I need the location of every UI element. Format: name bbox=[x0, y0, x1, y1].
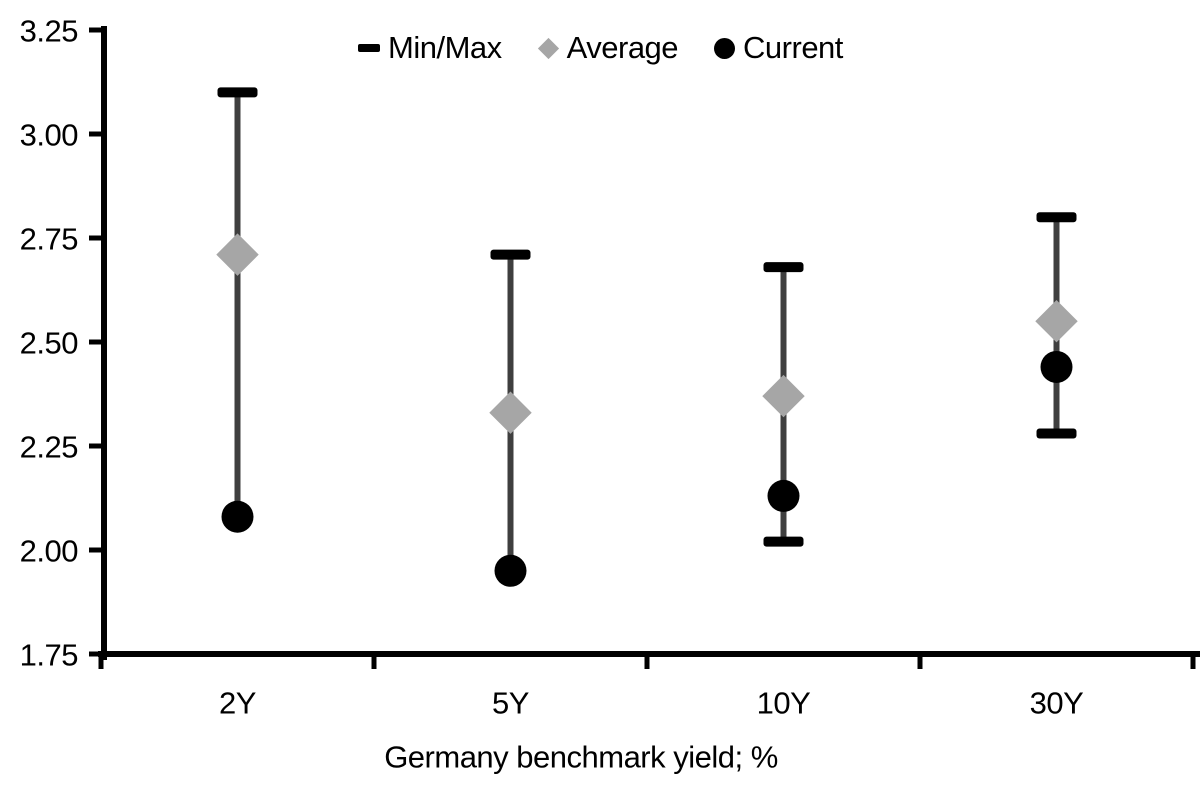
y-axis-tick bbox=[89, 235, 101, 241]
max-cap bbox=[1036, 212, 1077, 223]
legend-label-minmax: Min/Max bbox=[388, 30, 502, 65]
x-category-label: 30Y bbox=[1030, 686, 1084, 721]
y-axis-tick bbox=[89, 443, 101, 449]
x-axis-title: Germany benchmark yield; % bbox=[384, 740, 778, 775]
x-axis-tick bbox=[98, 657, 104, 669]
legend-item-current: Current bbox=[714, 30, 843, 66]
current-dot bbox=[221, 500, 254, 533]
current-dot bbox=[494, 554, 527, 587]
x-category-label: 10Y bbox=[757, 686, 811, 721]
x-axis-tick bbox=[917, 657, 923, 669]
y-tick-label: 2.50 bbox=[20, 326, 79, 361]
y-axis-tick bbox=[89, 339, 101, 345]
y-axis-tick bbox=[89, 547, 101, 553]
x-axis-tick bbox=[371, 657, 377, 669]
x-axis-tick bbox=[1190, 657, 1196, 669]
max-cap bbox=[763, 262, 804, 273]
legend-label-current: Current bbox=[743, 30, 843, 65]
min-cap bbox=[1036, 428, 1077, 439]
legend-label-average: Average bbox=[566, 30, 679, 65]
y-axis-tick bbox=[89, 651, 101, 657]
legend-item-minmax: Min/Max bbox=[358, 30, 502, 66]
min-cap bbox=[763, 536, 804, 547]
y-tick-label: 3.25 bbox=[20, 14, 78, 49]
max-cap bbox=[490, 249, 531, 260]
average-diamond bbox=[1035, 299, 1078, 343]
y-axis-tick bbox=[89, 27, 101, 33]
y-tick-label: 1.75 bbox=[20, 638, 78, 673]
y-tick-label: 2.75 bbox=[20, 222, 78, 257]
y-axis-tick bbox=[89, 131, 101, 137]
x-axis-tick bbox=[644, 657, 650, 669]
dash-icon bbox=[358, 44, 380, 52]
legend-item-average: Average bbox=[537, 30, 679, 66]
current-dot bbox=[1040, 350, 1073, 383]
max-cap bbox=[217, 87, 258, 98]
x-category-label: 2Y bbox=[219, 686, 256, 721]
chart-legend: Min/Max Average Current bbox=[358, 30, 843, 66]
average-diamond bbox=[489, 391, 532, 434]
current-dot bbox=[767, 479, 800, 512]
range-line bbox=[234, 92, 241, 517]
average-diamond bbox=[216, 233, 259, 276]
y-tick-label: 3.00 bbox=[20, 118, 79, 153]
diamond-icon bbox=[537, 37, 559, 59]
x-axis-line bbox=[98, 651, 1200, 657]
y-tick-label: 2.25 bbox=[20, 430, 78, 465]
circle-icon bbox=[714, 37, 736, 59]
y-tick-label: 2.00 bbox=[20, 534, 79, 569]
y-axis-line bbox=[101, 26, 107, 660]
x-category-label: 5Y bbox=[492, 686, 529, 721]
average-diamond bbox=[762, 374, 805, 418]
